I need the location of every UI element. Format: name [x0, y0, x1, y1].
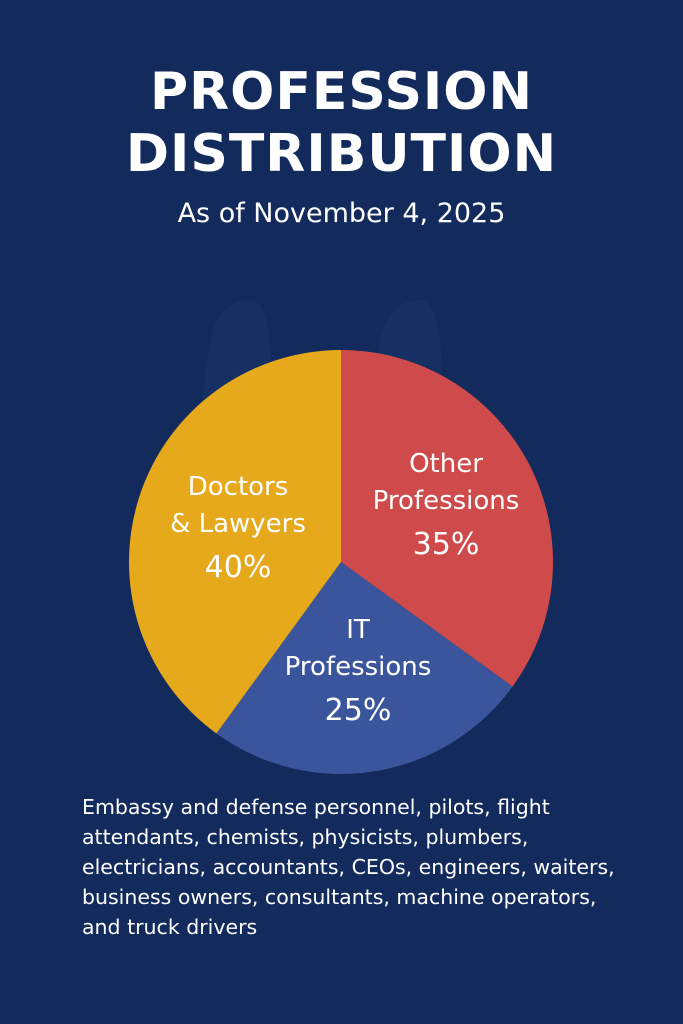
pie-labels: Other Professions 35% IT Professions 25% Docto… [170, 449, 519, 728]
chart-title-line-2: DISTRIBUTION [125, 124, 558, 184]
slice-category-label: IT [346, 615, 370, 645]
slice-category-label: Other [409, 449, 483, 479]
slice-category-label: Doctors [188, 472, 289, 502]
footnote-text: Embassy and defense personnel, pilots, f… [82, 795, 615, 939]
pie-slices [129, 350, 553, 775]
slice-value-label: 25% [325, 693, 392, 728]
slice-value-label: 35% [413, 527, 480, 562]
slice-category-label: Professions [373, 486, 520, 516]
chart-title-line-1: PROFESSION [149, 62, 534, 122]
pie-slice [129, 350, 341, 734]
slice-category-label: & Lawyers [170, 509, 306, 539]
slice-category-label: Professions [285, 652, 432, 682]
pie-slice [216, 562, 513, 775]
chart-subtitle: As of November 4, 2025 [177, 198, 506, 229]
pie-slice [341, 350, 553, 687]
slice-value-label: 40% [205, 550, 272, 585]
